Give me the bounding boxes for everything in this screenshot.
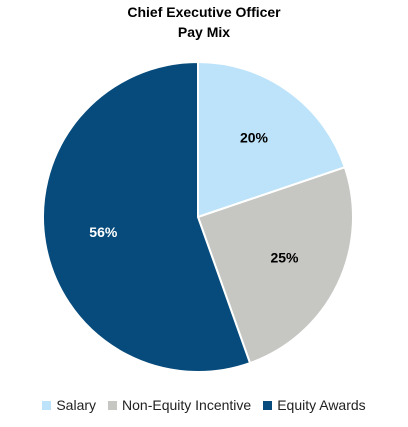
slice-label-salary: 20% [240, 130, 269, 146]
legend-swatch-salary [42, 400, 52, 410]
legend-label-equity-awards: Equity Awards [277, 397, 366, 413]
legend-label-salary: Salary [56, 397, 97, 413]
chart-legend: Salary Non-Equity Incentive Equity Award… [0, 397, 408, 413]
legend-item-salary: Salary [42, 397, 96, 413]
legend-label-non-equity-incentive: Non-Equity Incentive [122, 397, 252, 413]
chart-title-line-1: Chief Executive Officer [127, 4, 281, 20]
slice-label-non-equity-incentive: 25% [270, 250, 299, 266]
pie-chart: 20% 25% 56% [42, 60, 354, 373]
legend-item-non-equity-incentive: Non-Equity Incentive [108, 397, 251, 413]
pie-slice-salary [197, 60, 347, 219]
slice-label-equity-awards: 56% [89, 224, 118, 240]
legend-item-equity-awards: Equity Awards [263, 397, 366, 413]
chart-title: Chief Executive Officer Pay Mix [0, 2, 408, 42]
legend-swatch-non-equity-incentive [108, 400, 118, 410]
chart-title-line-2: Pay Mix [177, 24, 231, 40]
legend-swatch-equity-awards [263, 400, 273, 410]
pie-slice-non-equity-incentive [196, 166, 354, 365]
pie-slice-equity-awards [42, 60, 252, 373]
